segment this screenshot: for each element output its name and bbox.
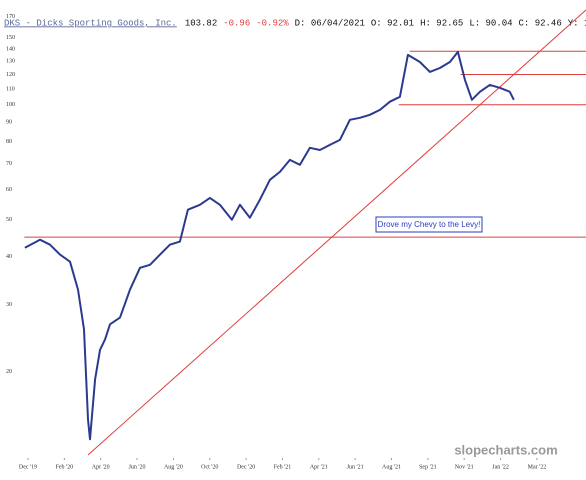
quote-field: D: 06/04/2021 [295, 18, 365, 28]
x-tick-label: Nov '21 [455, 464, 474, 470]
x-tick-label: Feb '20 [56, 464, 74, 470]
y-tick-label: 120 [6, 72, 15, 78]
y-tick-label: 20 [6, 369, 12, 375]
x-tick-label: Apr '20 [92, 464, 110, 470]
y-tick-label: 140 [6, 46, 15, 52]
x-tick-label: Apr '21 [310, 464, 328, 470]
quote-field: H: 92.65 [420, 18, 463, 28]
y-tick-label: 80 [6, 139, 12, 145]
y-tick-label: 90 [6, 120, 12, 126]
x-tick-label: Sep '21 [419, 464, 437, 470]
quote-field: O: 92.01 [371, 18, 414, 28]
x-tick-label: Oct '20 [201, 464, 218, 470]
y-tick-label: 30 [6, 302, 12, 308]
quote-field: -0.96 [223, 18, 250, 28]
y-tick-label: 170 [6, 14, 15, 20]
x-tick-label: Feb '21 [274, 464, 292, 470]
x-tick-label: Jan '22 [492, 464, 509, 470]
watermark: slopecharts.com [454, 442, 557, 457]
header: DKS - Dicks Sporting Goods, Inc. 103.82 -0… [4, 18, 586, 28]
y-tick-label: 70 [6, 161, 12, 167]
x-tick-label: Aug '21 [382, 464, 401, 470]
annotation-box [375, 216, 483, 233]
x-tick-label: Mar '22 [528, 464, 547, 470]
price-line [24, 50, 515, 441]
quote-field: 103.82 [185, 18, 217, 28]
x-tick-label: Jun '21 [347, 464, 364, 470]
quote-field: -0.92% [256, 18, 289, 28]
y-tick-label: 100 [6, 102, 15, 108]
x-tick-label: Aug '20 [164, 464, 183, 470]
quote-field: L: 90.04 [469, 18, 512, 28]
y-tick-label: 130 [6, 59, 15, 65]
x-tick-label: Dec '19 [19, 464, 37, 470]
y-tick-label: 50 [6, 217, 12, 223]
trend-line [87, 9, 586, 456]
y-tick-label: 60 [6, 187, 12, 193]
y-tick-label: 40 [6, 254, 12, 260]
x-tick-label: Dec '20 [237, 464, 255, 470]
quote-field: C: 92.46 [519, 18, 562, 28]
annotation: Drove my Chevy to the Levy! [378, 220, 481, 229]
x-tick-label: Jun '20 [129, 464, 146, 470]
quote-field: Y: 137.45 [568, 18, 586, 28]
header-title: DKS - Dicks Sporting Goods, Inc. [4, 18, 177, 28]
y-tick-label: 150 [6, 35, 15, 41]
y-tick-label: 110 [6, 86, 15, 92]
